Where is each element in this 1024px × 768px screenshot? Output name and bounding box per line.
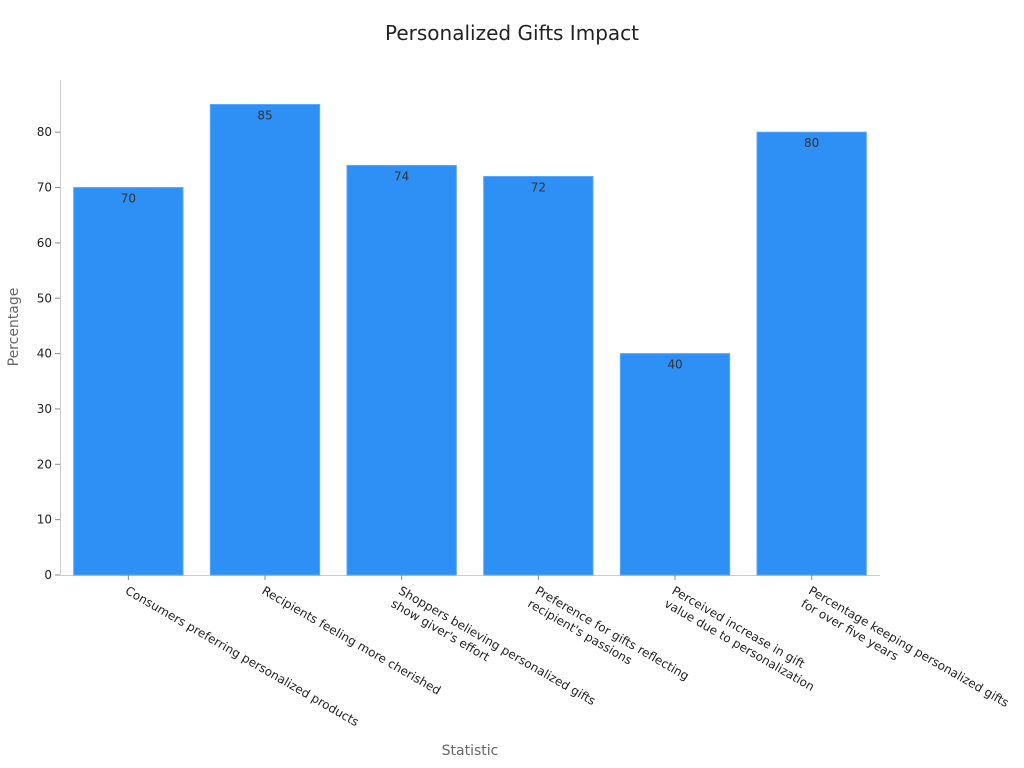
y-tick-label: 60: [37, 236, 52, 250]
bar: [209, 104, 321, 576]
bar: [619, 353, 731, 576]
y-tick-label: 40: [37, 347, 52, 361]
y-tick-label: 10: [37, 513, 52, 527]
bar-value-label: 40: [667, 358, 682, 372]
x-axis-title: Statistic: [442, 743, 499, 759]
x-tick-label-line: Perceived increase in gift: [670, 583, 808, 671]
x-tick-label-line: Percentage keeping personalized gifts: [806, 583, 1011, 710]
x-axis-ticks: Consumers preferring personalized produc…: [123, 575, 1011, 729]
bar-value-label: 85: [257, 109, 272, 123]
y-tick-label: 50: [37, 291, 52, 305]
y-axis-title: Percentage: [6, 288, 22, 367]
bars-group: 70 85 74 72 40 80: [73, 104, 867, 576]
bar: [73, 187, 184, 576]
y-tick-label: 0: [44, 568, 52, 582]
chart-title: Personalized Gifts Impact: [385, 21, 639, 45]
bar-value-label: 80: [804, 136, 819, 150]
y-tick-label: 30: [37, 402, 52, 416]
bar-value-label: 74: [394, 169, 409, 183]
x-tick-label: Consumers preferring personalized produc…: [123, 583, 361, 729]
y-tick-label: 20: [37, 457, 52, 471]
bar: [756, 131, 867, 576]
x-tick-label-line: Consumers preferring personalized produc…: [123, 583, 361, 729]
bar: [346, 164, 457, 576]
y-axis-ticks: 0 10 20 30 40 50 60 70 80: [37, 125, 60, 582]
bar: [483, 175, 594, 576]
bar-value-label: 70: [121, 192, 136, 206]
y-tick-label: 80: [37, 125, 52, 139]
bar-value-label: 72: [531, 180, 546, 194]
x-tick-label: Percentage keeping personalized giftsfor…: [799, 583, 1012, 723]
y-tick-label: 70: [37, 181, 52, 195]
